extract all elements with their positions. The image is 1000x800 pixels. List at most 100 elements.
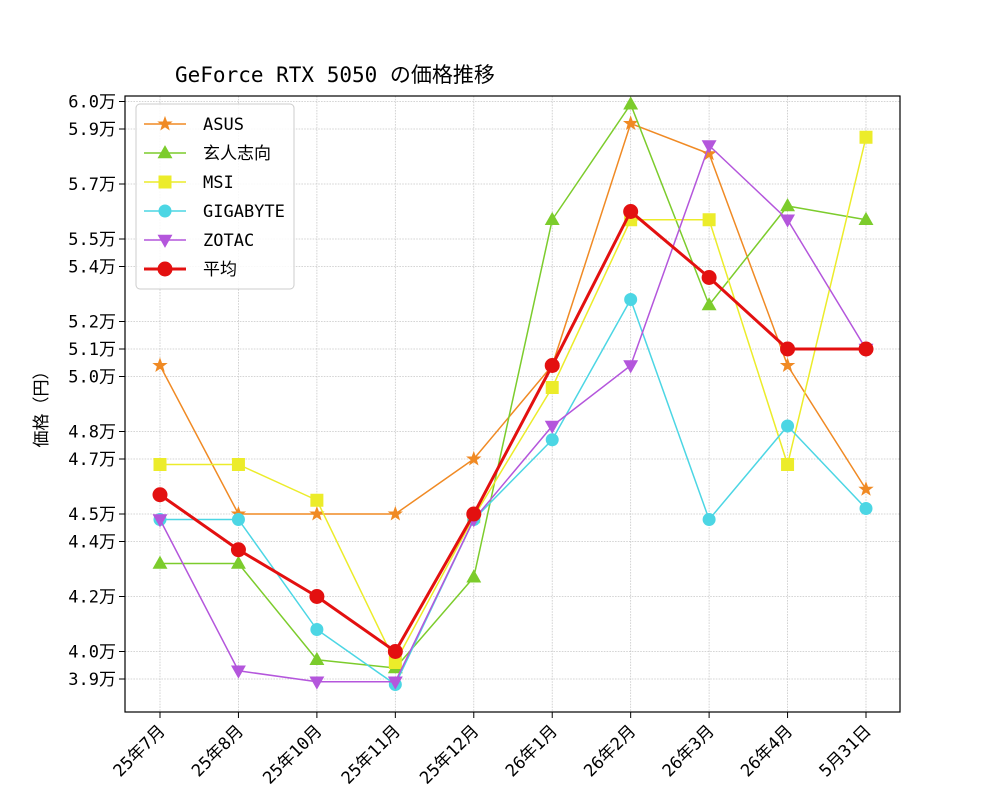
data-point [858, 211, 874, 226]
x-tick-label: 25年11月 [338, 721, 405, 788]
legend-marker [158, 204, 172, 218]
y-axis-label: 価格（円） [32, 363, 52, 448]
legend: ASUS 玄人志向 MSI GIGABYTE ZOTAC 平均 [135, 103, 295, 290]
data-point [544, 211, 560, 226]
data-point [781, 458, 795, 471]
data-point [780, 214, 796, 228]
legend-item: 玄人志向 [144, 144, 271, 164]
y-tick-label: 5.2万 [68, 313, 116, 333]
series-1 [152, 96, 874, 674]
x-tick-label: 26年1月 [502, 721, 562, 781]
data-point [309, 505, 325, 521]
x-tick-label: 26年4月 [737, 721, 797, 781]
series-line [160, 298, 867, 686]
data-point [702, 213, 716, 227]
data-point [309, 676, 325, 690]
legend-box [135, 103, 295, 290]
data-point [858, 481, 874, 496]
data-point [152, 555, 168, 569]
data-point [701, 140, 717, 154]
data-point [859, 130, 873, 144]
legend-label: MSI [203, 173, 234, 193]
series-line [159, 122, 867, 515]
legend-label: ASUS [203, 115, 244, 135]
series-line [159, 144, 867, 683]
data-point [466, 569, 482, 583]
data-point [545, 381, 559, 394]
chart-title: GeForce RTX 5050 の価格推移 [175, 63, 495, 87]
data-point [780, 341, 796, 357]
legend-label: GIGABYTE [203, 202, 285, 222]
data-point [624, 293, 638, 306]
series-line [159, 210, 866, 653]
x-tick-label: 25年8月 [188, 721, 248, 781]
y-tick-label: 4.8万 [68, 423, 116, 443]
data-point [310, 623, 324, 636]
data-point [152, 487, 168, 503]
x-tick-label: 25年7月 [110, 721, 170, 781]
y-tick-label: 5.1万 [68, 340, 116, 360]
data-point [780, 198, 796, 212]
data-point [309, 589, 325, 604]
y-tick-label: 4.4万 [68, 533, 116, 553]
data-point [309, 651, 325, 666]
series-3 [153, 293, 873, 691]
y-tick-label: 3.9万 [68, 670, 116, 690]
legend-label: 玄人志向 [203, 144, 271, 164]
data-point [466, 450, 482, 466]
legend-label: 平均 [203, 260, 237, 280]
data-point [544, 420, 560, 434]
legend-marker [157, 234, 173, 248]
x-tick-label: 25年10月 [259, 721, 326, 788]
y-tick-label: 5.9万 [68, 120, 116, 140]
data-point [310, 493, 324, 507]
data-point [466, 506, 482, 522]
y-tick-label: 4.2万 [68, 588, 116, 608]
legend-marker [157, 261, 173, 277]
y-tick-label: 5.4万 [68, 258, 116, 278]
data-point [859, 502, 873, 515]
legend-marker [158, 175, 172, 189]
data-point [779, 357, 796, 373]
x-tick-label: 5月31日 [816, 721, 876, 781]
series-line [160, 103, 867, 669]
legend-item: ZOTAC [144, 231, 254, 251]
legend-label: ZOTAC [203, 231, 254, 251]
legend-item: 平均 [144, 260, 237, 280]
legend-item: GIGABYTE [144, 202, 285, 222]
legend-item: MSI [144, 173, 234, 193]
data-point [387, 676, 403, 690]
data-point [623, 360, 639, 374]
y-tick-label: 4.5万 [68, 505, 116, 525]
data-point [701, 270, 717, 285]
y-tick-label: 4.0万 [68, 643, 116, 663]
data-point [230, 555, 246, 569]
data-point [623, 96, 639, 110]
y-tick-label: 5.7万 [68, 175, 116, 195]
data-point [231, 513, 245, 526]
data-point [702, 513, 716, 526]
legend-marker [157, 115, 173, 131]
series-2 [153, 130, 873, 669]
x-tick-label: 25年12月 [416, 721, 483, 788]
x-tick-label: 26年2月 [580, 721, 640, 781]
data-point [858, 341, 874, 357]
data-point [623, 204, 639, 219]
data-point [152, 357, 168, 373]
y-tick-label: 4.7万 [68, 450, 116, 470]
data-point [622, 115, 639, 131]
y-tick-label: 5.0万 [68, 368, 116, 388]
data-point [544, 358, 560, 373]
data-point [781, 419, 795, 433]
series-layer [152, 96, 874, 691]
data-point [545, 433, 559, 447]
data-point [230, 542, 246, 558]
legend-item: ASUS [144, 115, 244, 135]
plot-frame [124, 95, 901, 713]
y-tick-label: 5.5万 [68, 230, 116, 250]
data-point [701, 297, 717, 311]
series-5 [152, 204, 874, 659]
data-point [152, 514, 168, 528]
data-point [153, 458, 167, 471]
